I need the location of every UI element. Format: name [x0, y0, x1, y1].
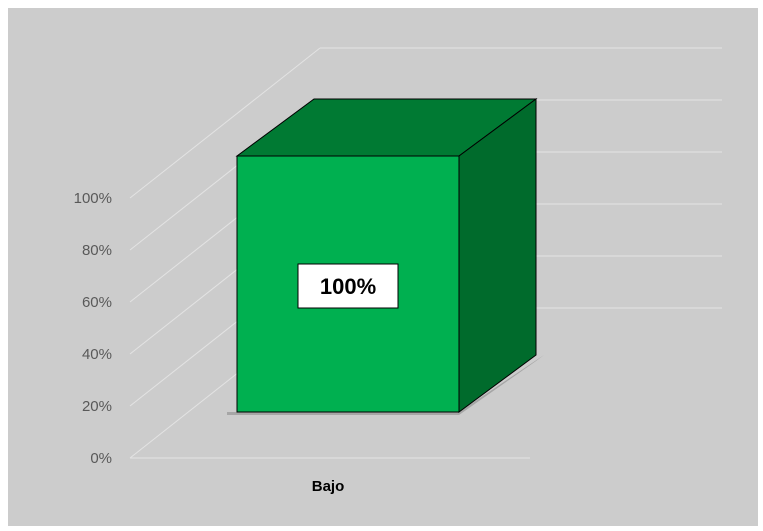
x-axis-categories: Bajo — [312, 478, 345, 495]
y-axis-ticks: 0% 20% 40% 60% 80% 100% — [74, 190, 112, 467]
y-tick-label: 60% — [82, 294, 112, 311]
bars: 100% — [227, 98, 544, 415]
y-tick-label: 20% — [82, 398, 112, 415]
y-tick-label: 40% — [82, 346, 112, 363]
y-tick-label: 80% — [82, 242, 112, 259]
data-label-box — [297, 263, 399, 309]
y-tick-label: 100% — [74, 190, 112, 207]
gridline-diagonal — [129, 47, 321, 199]
category-label: Bajo — [312, 478, 345, 495]
data-label: 100% — [320, 274, 376, 299]
y-tick-label: 0% — [90, 450, 112, 467]
